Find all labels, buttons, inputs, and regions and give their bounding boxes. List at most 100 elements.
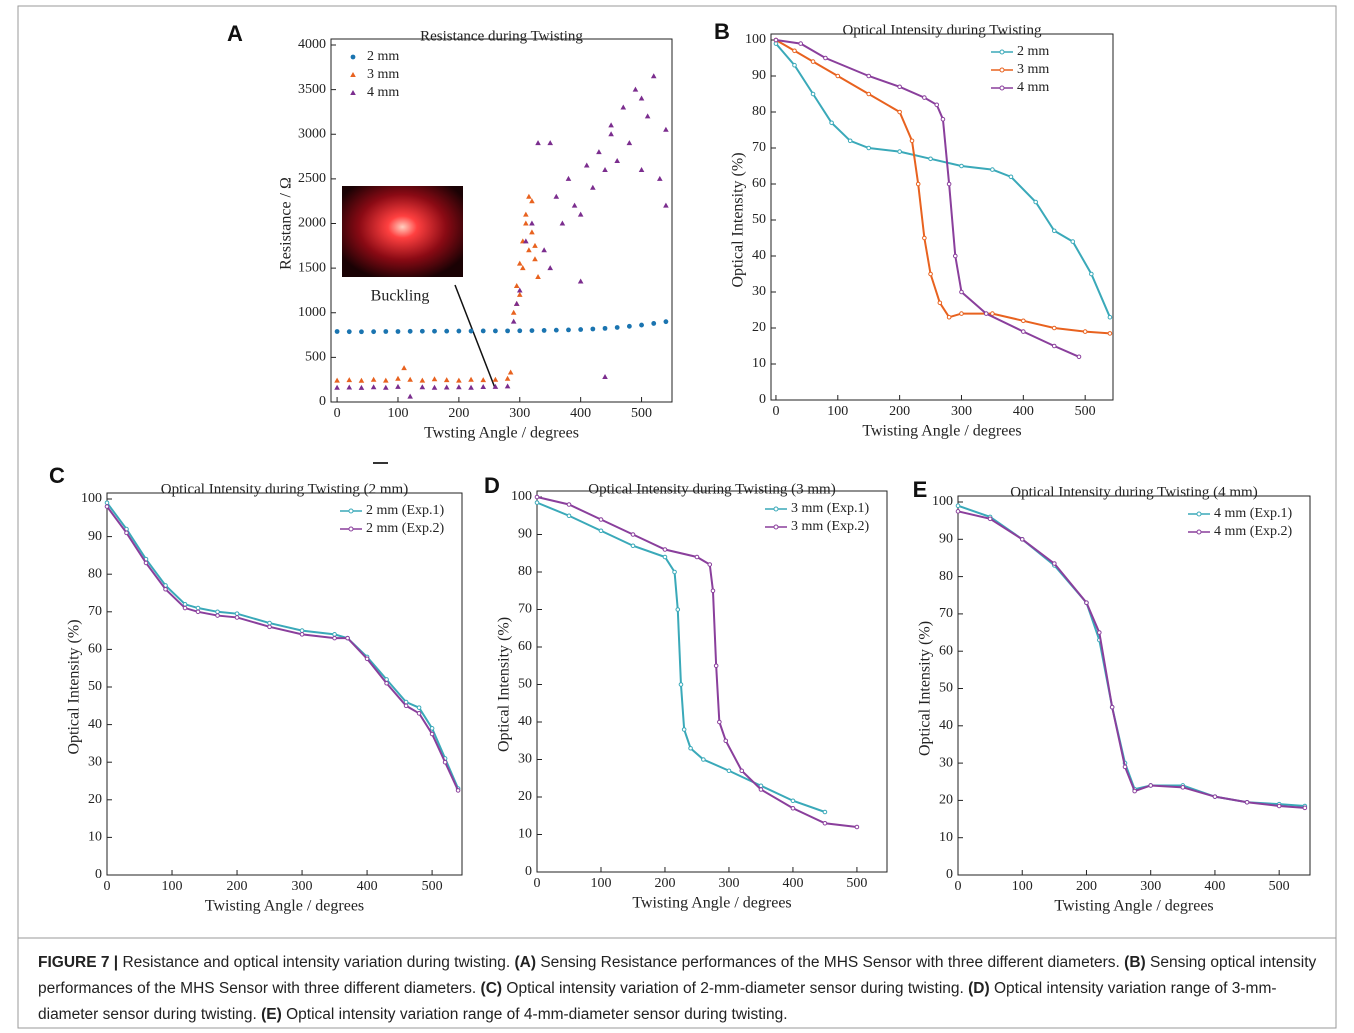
data-point (1021, 329, 1026, 334)
x-axis-label: Twisting Angle / degrees (205, 898, 364, 915)
legend-marker (1196, 511, 1202, 517)
y-tick-label: 80 (939, 569, 953, 584)
data-point (553, 193, 560, 199)
axes-frame (106, 492, 463, 876)
caption-tag: (C) (480, 980, 503, 997)
annotation-arrow (454, 284, 496, 389)
data-point (897, 109, 902, 115)
y-tick-label: 0 (525, 864, 532, 879)
series-line (957, 504, 1305, 807)
x-axis-label: Twisting Angle / degrees (632, 895, 791, 912)
data-point (694, 554, 700, 560)
data-point (383, 384, 389, 390)
data-point (866, 145, 872, 151)
x-tick-label: 500 (1075, 404, 1096, 419)
data-point (928, 156, 933, 162)
data-point (959, 289, 964, 295)
data-point (566, 502, 572, 507)
y-tick-label: 4000 (298, 37, 326, 52)
axes-frame (330, 38, 673, 403)
data-point (596, 149, 602, 155)
data-point (432, 328, 437, 334)
data-point (513, 282, 520, 288)
y-tick-label: 30 (939, 755, 953, 770)
legend-marker (348, 526, 354, 532)
data-point (810, 91, 816, 97)
y-tick-label: 0 (759, 392, 766, 407)
y-tick-label: 40 (752, 248, 766, 263)
data-point (688, 745, 693, 751)
y-tick-label: 60 (518, 639, 532, 654)
data-point (602, 166, 608, 172)
legend-label: 4 mm (Exp.2) (1214, 524, 1292, 539)
data-point (124, 530, 129, 536)
data-point (1109, 704, 1115, 710)
axes-frame (536, 490, 888, 873)
y-tick-label: 50 (752, 212, 766, 227)
data-point (468, 376, 474, 382)
y-tick-label: 0 (319, 394, 326, 409)
data-point (608, 131, 614, 137)
data-point (707, 562, 713, 567)
data-point (678, 682, 684, 687)
data-point (1302, 805, 1308, 811)
y-tick-label: 70 (939, 606, 953, 621)
data-point (773, 41, 779, 46)
data-point (517, 328, 523, 334)
data-point (513, 300, 520, 306)
data-point (987, 516, 993, 522)
data-point (598, 528, 604, 534)
data-point (480, 377, 487, 383)
caption-text: Optical intensity variation of 2-mm-diam… (506, 980, 964, 997)
y-tick-label: 70 (518, 602, 532, 617)
data-point (726, 768, 732, 774)
data-point (346, 377, 353, 383)
y-tick-label: 20 (752, 320, 766, 335)
y-tick-label: 0 (946, 867, 953, 882)
data-point (940, 116, 946, 122)
data-point (504, 375, 511, 381)
data-point (532, 242, 538, 248)
data-point (662, 554, 668, 560)
axes-frame (957, 495, 1311, 876)
series-line (957, 510, 1305, 809)
data-point (959, 311, 964, 316)
data-point (602, 374, 608, 380)
x-tick-label: 200 (654, 876, 675, 891)
y-tick-label: 80 (88, 566, 102, 581)
y-tick-label: 2000 (298, 216, 326, 231)
y-tick-label: 50 (88, 679, 102, 694)
x-tick-label: 400 (782, 876, 803, 891)
y-tick-label: 2500 (298, 171, 326, 186)
data-point (535, 140, 541, 146)
y-tick-label: 20 (518, 789, 532, 804)
data-point (541, 328, 547, 333)
data-point (675, 607, 681, 612)
y-axis-label: Optical Intensity (%) (917, 621, 934, 756)
data-point (456, 377, 462, 383)
data-point (790, 798, 796, 804)
legend-label: 3 mm (1017, 62, 1049, 77)
y-tick-label: 10 (752, 356, 766, 371)
data-point (334, 384, 340, 390)
data-point (534, 500, 540, 505)
data-point (407, 376, 413, 382)
panel-label: E (913, 477, 928, 502)
y-tick-label: 90 (939, 532, 953, 547)
data-point (866, 91, 872, 97)
series-line (775, 39, 1110, 335)
data-point (590, 184, 596, 190)
data-point (443, 377, 450, 383)
y-tick-label: 20 (88, 792, 102, 807)
annotation: Buckling (371, 288, 430, 305)
data-point (431, 384, 438, 390)
axes-frame (770, 33, 1114, 401)
data-point (516, 260, 523, 266)
panel-label: A (227, 21, 243, 46)
data-point (523, 211, 529, 217)
caption-tag: (B) (1124, 954, 1146, 971)
data-point (419, 377, 426, 383)
data-point (182, 605, 188, 611)
y-tick-label: 1000 (298, 305, 326, 320)
data-point (529, 220, 535, 226)
